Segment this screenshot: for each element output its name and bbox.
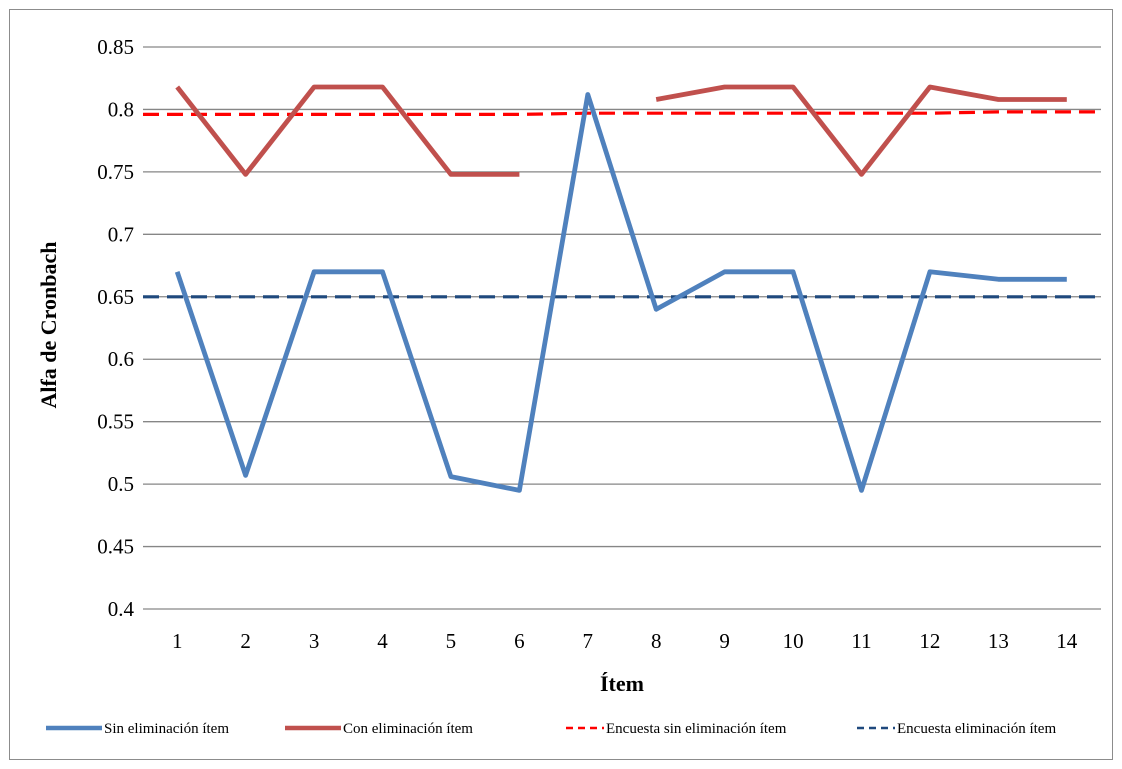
legend-label: Encuesta sin eliminación ítem [606,721,787,737]
x-tick-label: 2 [240,629,251,653]
x-tick-label: 8 [651,629,662,653]
y-tick-label: 0.45 [97,535,134,559]
y-tick-label: 0.6 [108,347,134,371]
x-tick-label: 11 [851,629,871,653]
x-tick-label: 9 [719,629,730,653]
y-tick-label: 0.8 [108,97,134,121]
x-tick-label: 6 [514,629,525,653]
x-tick-label: 12 [919,629,940,653]
y-tick-label: 0.65 [97,285,134,309]
y-tick-label: 0.75 [97,160,134,184]
y-tick-label: 0.5 [108,472,134,496]
x-axis-title: Ítem [600,671,644,696]
x-tick-label: 4 [377,629,388,653]
y-tick-label: 0.4 [108,597,135,621]
x-tick-label: 7 [583,629,594,653]
x-tick-label: 5 [446,629,457,653]
x-tick-label: 13 [988,629,1009,653]
x-tick-label: 10 [783,629,804,653]
y-axis-title: Alfa de Cronbach [36,241,61,408]
x-tick-label: 3 [309,629,320,653]
legend-label: Con eliminación ítem [343,721,473,737]
legend-label: Encuesta eliminación ítem [897,721,1056,737]
y-tick-label: 0.85 [97,35,134,59]
x-tick-label: 1 [172,629,183,653]
y-tick-label: 0.55 [97,410,134,434]
y-tick-label: 0.7 [108,222,134,246]
legend-label: Sin eliminación ítem [104,721,229,737]
x-tick-label: 14 [1056,629,1078,653]
